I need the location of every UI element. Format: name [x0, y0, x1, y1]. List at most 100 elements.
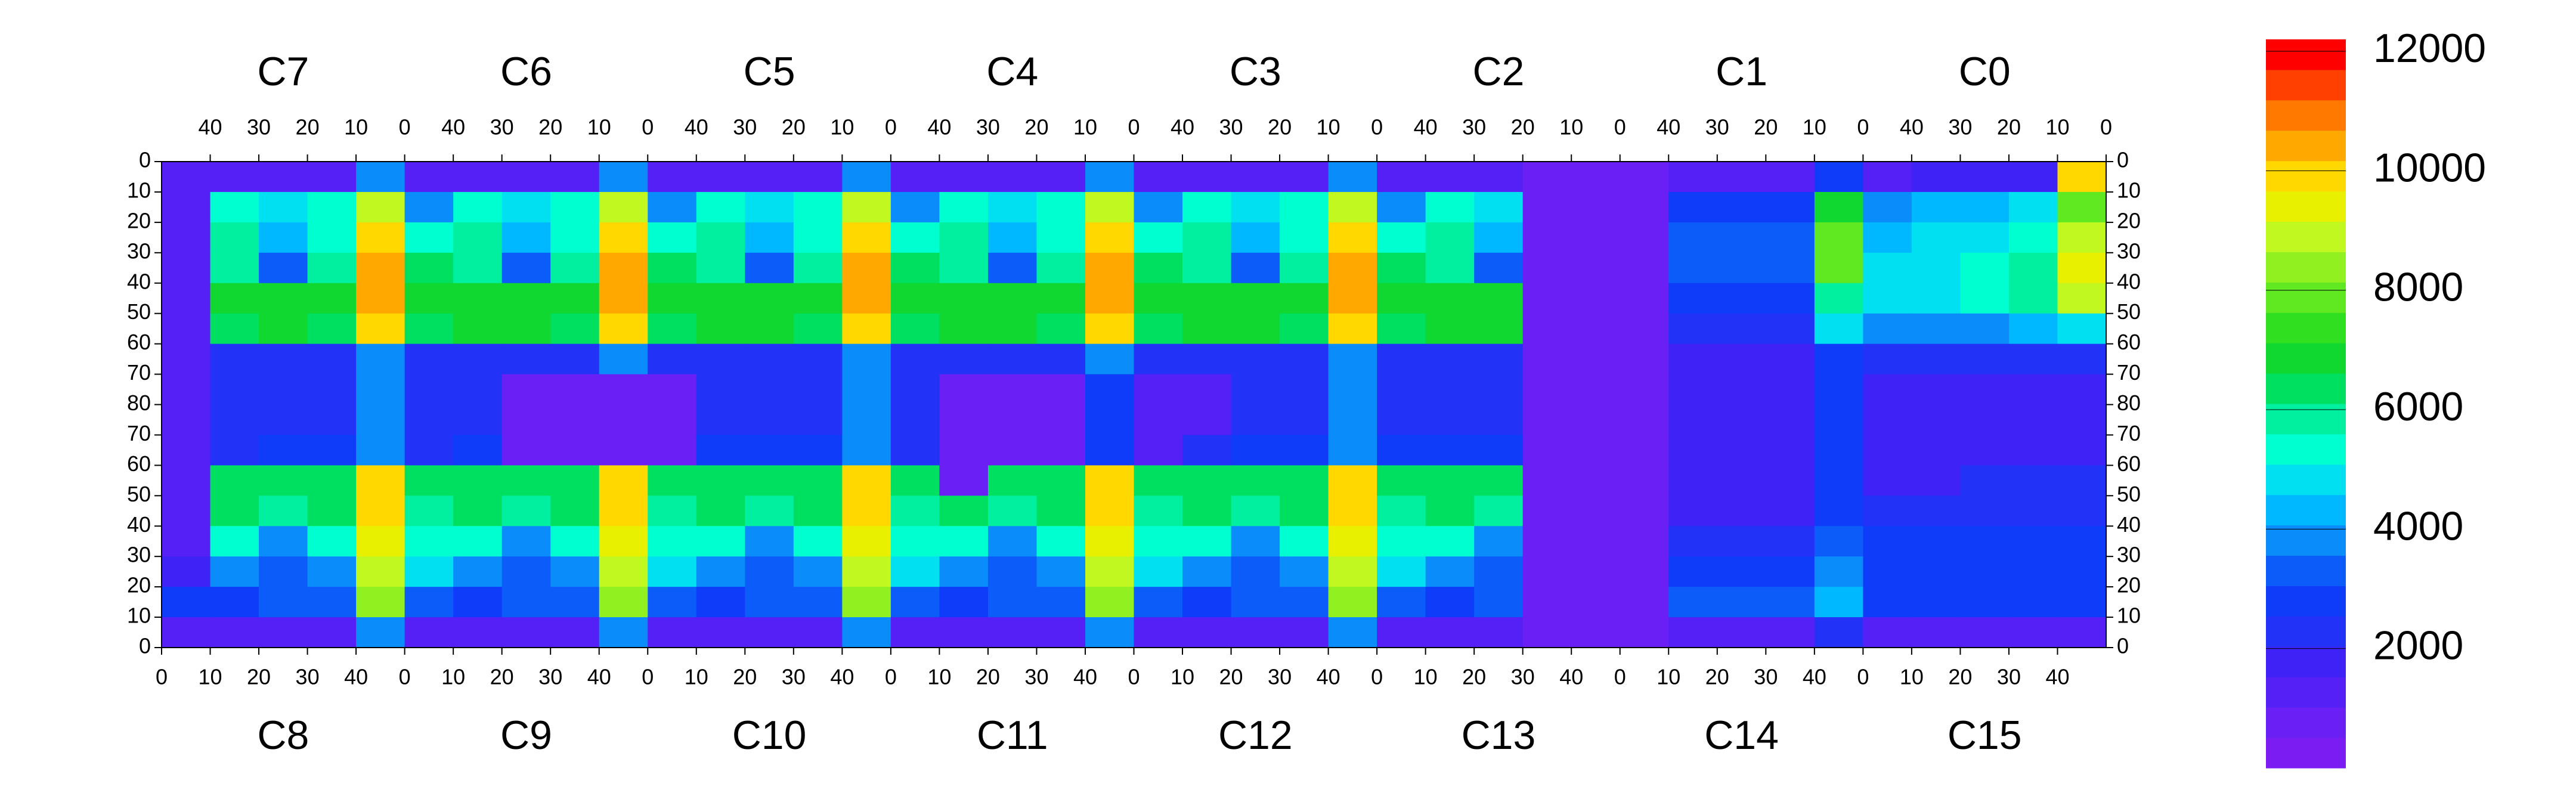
heatmap-cell: [599, 556, 648, 587]
x-tick-label: 40: [1171, 115, 1194, 140]
heatmap-cell: [696, 313, 745, 345]
heatmap-cell: [1766, 313, 1815, 345]
heatmap-cell: [1134, 587, 1183, 618]
heatmap-cell: [648, 222, 697, 253]
heatmap-cell: [1717, 374, 1766, 405]
heatmap-cell: [453, 617, 503, 648]
heatmap-cell: [1280, 526, 1329, 557]
heatmap-cell: [1328, 313, 1377, 345]
heatmap-cell: [501, 496, 551, 527]
colorbar-tick-label: 12000: [2373, 26, 2486, 71]
heatmap-cell: [1036, 496, 1086, 527]
heatmap-cell: [307, 404, 357, 435]
x-tick-label: 20: [1219, 665, 1243, 689]
heatmap-cell: [1085, 617, 1134, 648]
heatmap-cell: [259, 617, 308, 648]
heatmap-cell: [745, 435, 794, 466]
heatmap-cell: [696, 191, 745, 223]
heatmap-cell: [1474, 252, 1524, 284]
heatmap-cell: [696, 435, 745, 466]
heatmap-cell: [1425, 283, 1475, 314]
heatmap-cell: [501, 465, 551, 496]
heatmap-cell: [1425, 496, 1475, 527]
heatmap-cell: [842, 222, 891, 253]
heatmap-cell: [745, 162, 794, 193]
heatmap-cell: [1425, 617, 1475, 648]
heatmap-cell: [162, 313, 211, 345]
heatmap-cell: [1717, 496, 1766, 527]
heatmap-cell: [1231, 222, 1280, 253]
heatmap-cell: [1960, 252, 2010, 284]
heatmap-cell: [1522, 435, 1572, 466]
heatmap-cell: [793, 374, 843, 405]
heatmap-cell: [1085, 465, 1134, 496]
heatmap-cell: [1668, 162, 1718, 193]
heatmap-cell: [1522, 343, 1572, 375]
heatmap-cell: [210, 283, 259, 314]
heatmap-cell: [1960, 617, 2010, 648]
x-tick-label: 10: [199, 665, 222, 689]
heatmap-cell: [1571, 526, 1621, 557]
heatmap-cell: [1182, 526, 1232, 557]
heatmap-cell: [1036, 526, 1086, 557]
heatmap-cell: [1766, 435, 1815, 466]
heatmap-cell: [1328, 556, 1377, 587]
heatmap-cell: [1717, 222, 1766, 253]
heatmap-cell: [1280, 252, 1329, 284]
heatmap-cell: [2008, 587, 2058, 618]
heatmap-cell: [1280, 617, 1329, 648]
heatmap-cell: [1863, 404, 1912, 435]
heatmap-cell: [696, 556, 745, 587]
heatmap-cell: [939, 435, 989, 466]
heatmap-cell: [648, 252, 697, 284]
heatmap-cell: [162, 252, 211, 284]
heatmap-cell: [1036, 587, 1086, 618]
x-tick-label: 40: [199, 115, 222, 140]
heatmap-cell: [939, 404, 989, 435]
heatmap-cell: [307, 313, 357, 345]
heatmap-cell: [2057, 617, 2107, 648]
colorbar-band: [2266, 525, 2346, 556]
heatmap-cell: [599, 191, 648, 223]
chamber-label: C4: [986, 49, 1038, 94]
heatmap-cell: [1036, 617, 1086, 648]
heatmap-cell: [1474, 343, 1524, 375]
heatmap-cell: [939, 526, 989, 557]
colorbar-band: [2266, 646, 2346, 677]
heatmap-cell: [987, 222, 1037, 253]
x-tick-label: 0: [399, 665, 411, 689]
colorbar-band: [2266, 221, 2346, 252]
y-tick-label: 50: [127, 299, 151, 324]
heatmap-cell: [696, 283, 745, 314]
heatmap-cell: [1571, 587, 1621, 618]
heatmap-cell: [1377, 283, 1426, 314]
heatmap-cell: [1814, 222, 1863, 253]
heatmap-cell: [1668, 222, 1718, 253]
heatmap-cell: [1717, 191, 1766, 223]
x-tick-label: 0: [2100, 115, 2112, 140]
y-tick-label: 40: [127, 512, 151, 537]
heatmap-cell: [1668, 374, 1718, 405]
y-tick-label: 60: [2117, 330, 2141, 354]
heatmap-cell: [1522, 222, 1572, 253]
colorbar-band: [2266, 707, 2346, 738]
heatmap-cell: [501, 313, 551, 345]
heatmap-cell: [404, 435, 454, 466]
heatmap-cell: [1911, 465, 1961, 496]
heatmap-cell: [890, 343, 940, 375]
heatmap-cell: [1960, 404, 2010, 435]
x-tick-label: 40: [1414, 115, 1438, 140]
heatmap-cell: [793, 191, 843, 223]
x-tick-label: 40: [1803, 665, 1826, 689]
chamber-label: C7: [257, 49, 309, 94]
colorbar-band: [2266, 738, 2346, 769]
heatmap-cell: [210, 465, 259, 496]
heatmap-cell: [1911, 404, 1961, 435]
heatmap-cell: [1231, 313, 1280, 345]
heatmap-cell: [793, 496, 843, 527]
chamber-label: C13: [1462, 713, 1536, 758]
heatmap-cell: [599, 283, 648, 314]
x-tick-label: 20: [490, 665, 514, 689]
x-tick-label: 0: [1857, 115, 1869, 140]
heatmap-cell: [1522, 162, 1572, 193]
